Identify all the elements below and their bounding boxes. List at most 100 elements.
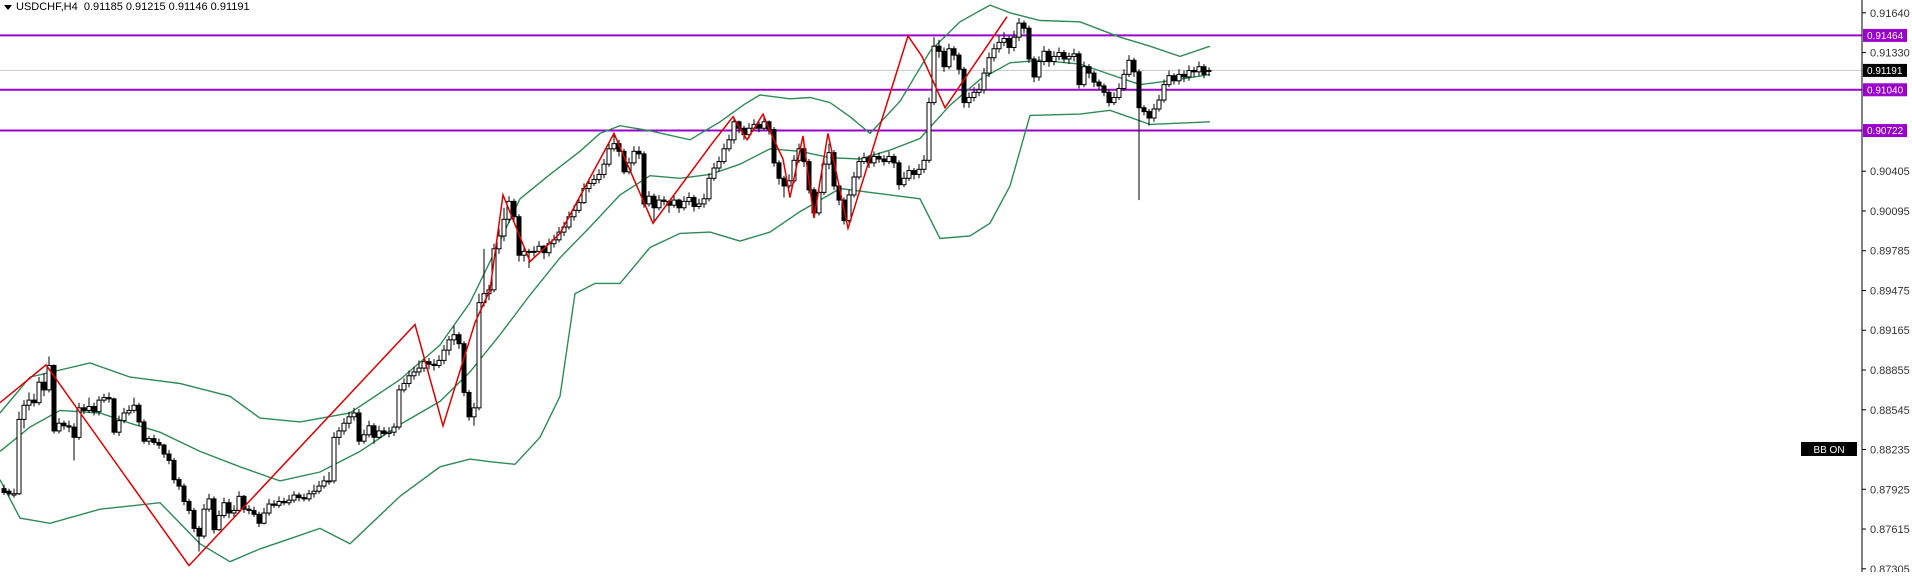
candle-body — [986, 57, 992, 74]
candle — [226, 498, 232, 519]
candle-body — [1071, 53, 1077, 57]
candle — [491, 243, 497, 293]
candle-body — [451, 334, 457, 341]
candle — [56, 418, 62, 434]
candle — [761, 116, 767, 131]
candle-body — [1046, 50, 1052, 63]
candle — [336, 427, 342, 446]
candle — [1006, 35, 1012, 54]
candle-body — [331, 436, 337, 482]
level-price-tag-3 — [1863, 124, 1907, 138]
candle — [1096, 79, 1102, 90]
candle-body — [1061, 52, 1067, 60]
candle — [96, 396, 102, 416]
candle — [106, 392, 112, 403]
candle-body — [1161, 84, 1167, 101]
candle — [996, 35, 1002, 53]
candle — [1146, 109, 1152, 126]
dropdown-triangle-icon[interactable] — [4, 4, 12, 10]
candle — [1011, 30, 1017, 52]
bb-lower-band — [0, 109, 1211, 563]
candle-body — [446, 339, 452, 351]
price-axis[interactable]: 0.91640 0.91330 0.90405 0.90095 0.89785 0.894… — [1861, 0, 1910, 576]
candle-body — [586, 182, 592, 190]
candle — [1016, 17, 1022, 42]
candle-body — [381, 430, 387, 434]
candle — [6, 488, 12, 497]
candle-body — [591, 179, 597, 184]
candle-body — [171, 459, 177, 481]
candle-body — [961, 68, 967, 104]
candle-body — [1021, 22, 1027, 29]
candle — [991, 43, 997, 62]
candle-body — [696, 203, 702, 207]
candle — [691, 194, 697, 212]
candle-body — [596, 173, 602, 181]
candle — [596, 169, 602, 184]
candle-body — [1191, 70, 1197, 73]
candle — [171, 457, 177, 484]
candle-body — [271, 503, 277, 506]
candle-body — [236, 495, 242, 511]
candle — [651, 193, 657, 224]
candle — [151, 434, 157, 446]
candle — [311, 484, 317, 498]
candle-body — [291, 494, 297, 501]
candle — [1156, 94, 1162, 112]
candle — [1041, 46, 1047, 66]
candle-body — [721, 148, 727, 163]
candle-body — [156, 441, 162, 446]
candle-body — [286, 499, 292, 504]
price-tags: 0.91464 0.91040 0.90722 0.91191 BB ON — [1801, 28, 1907, 456]
candle-body — [991, 48, 997, 59]
candle — [281, 497, 287, 506]
candle — [446, 336, 452, 356]
candle-body — [1206, 69, 1212, 72]
candle — [821, 159, 827, 195]
candle-body — [1076, 53, 1082, 86]
candle-body — [441, 349, 447, 361]
candle — [1021, 20, 1027, 34]
candle-body — [611, 143, 617, 150]
candle-body — [531, 250, 537, 253]
candle — [606, 143, 612, 167]
candle — [501, 207, 507, 242]
candle — [1196, 61, 1202, 76]
candle — [981, 67, 987, 94]
candle-body — [1041, 50, 1047, 63]
candle-body — [51, 365, 57, 432]
bb-middle-band — [0, 59, 1211, 482]
candle — [676, 198, 682, 213]
candle — [286, 495, 292, 506]
candle-body — [261, 512, 267, 524]
candle-body — [646, 195, 652, 205]
candle-body — [746, 127, 752, 136]
candle-body — [1096, 81, 1102, 87]
candle-body — [776, 162, 782, 179]
candle-body — [826, 152, 832, 165]
candle-body — [686, 197, 692, 202]
candle — [1001, 32, 1007, 47]
candle-body — [246, 508, 252, 511]
candle-body — [341, 422, 347, 432]
candle — [296, 492, 302, 502]
candle — [441, 344, 447, 365]
candle-body — [931, 45, 937, 104]
candle — [591, 174, 597, 186]
candle-body — [251, 509, 257, 515]
candle-body — [91, 406, 97, 413]
candle-body — [366, 425, 372, 436]
level-price-tag-2 — [1863, 83, 1907, 97]
candle-body — [86, 406, 92, 411]
bb-on-badge[interactable]: BB ON — [1801, 442, 1857, 456]
candle-body — [231, 509, 237, 514]
candle-body — [276, 500, 282, 506]
candle-body — [1196, 66, 1202, 73]
candle-body — [1101, 85, 1107, 93]
candle-body — [16, 418, 22, 495]
candle — [146, 436, 152, 446]
candle — [851, 171, 857, 198]
